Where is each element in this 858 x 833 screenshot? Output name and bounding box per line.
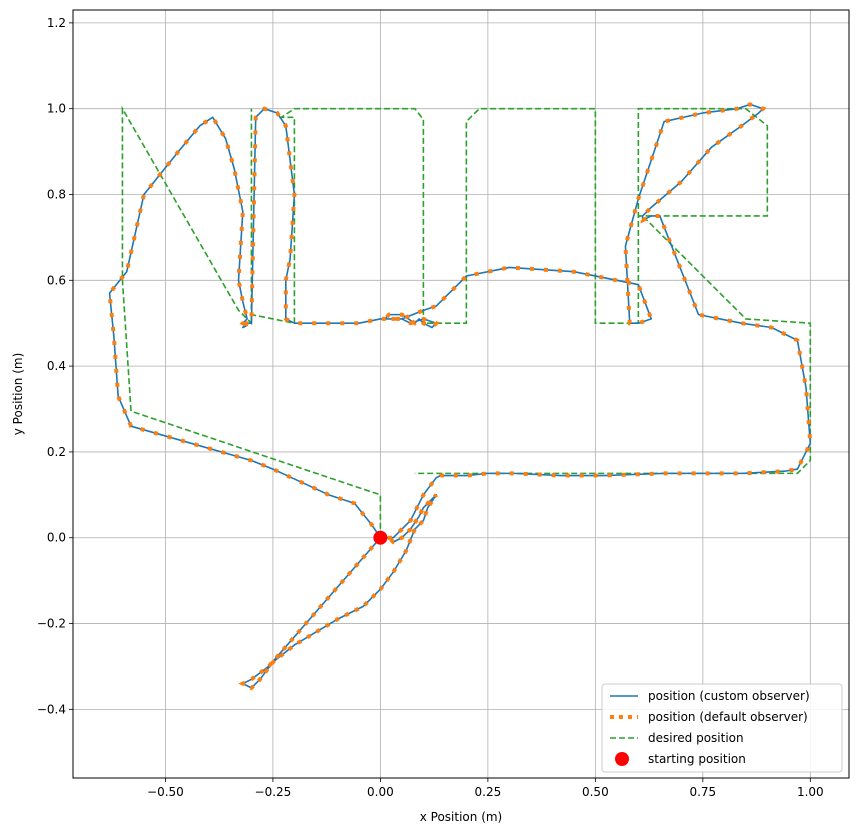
legend: position (custom observer) position (def… [601,683,843,773]
y-tick-label: 0.4 [47,359,66,373]
legend-label: position (default observer) [648,710,808,724]
legend-label: starting position [648,752,746,766]
starting-position-series [373,530,388,545]
default-observer-line [107,102,813,540]
x-tick-label: 0.00 [367,785,394,799]
y-axis-label: y Position (m) [11,353,25,436]
y-tick-label: 1.0 [47,102,66,116]
x-axis-label: x Position (m) [420,810,503,824]
legend-item-start: starting position [615,752,746,766]
plot-area-frame [72,9,850,779]
x-tick-label: −0.50 [147,785,184,799]
legend-box [601,683,843,773]
y-tick-label: 0.8 [47,187,66,201]
x-tick-label: 0.75 [689,785,716,799]
default-observer-series [107,102,813,691]
legend-item-desired: desired position [610,731,744,745]
legend-swatch-marker [615,752,629,766]
y-tick-label: 1.2 [47,16,66,30]
x-axis-ticks: −0.50 −0.25 0.00 0.25 0.50 0.75 1.00 [147,778,824,799]
legend-item-custom: position (custom observer) [610,689,810,703]
default-observer-line [238,493,438,691]
y-tick-label: 0.2 [47,445,66,459]
grid [73,10,849,778]
legend-item-default: position (default observer) [610,710,808,724]
x-tick-label: 1.00 [797,785,824,799]
x-tick-label: −0.25 [255,785,292,799]
y-tick-label: 0.0 [47,531,66,545]
legend-label: position (custom observer) [648,689,810,703]
x-tick-label: 0.50 [582,785,609,799]
starting-position-marker [373,530,388,545]
y-tick-label: −0.4 [37,702,66,716]
x-tick-label: 0.25 [475,785,502,799]
legend-label: desired position [648,731,744,745]
y-tick-label: 0.6 [47,273,66,287]
y-axis-ticks: −0.4 −0.2 0.0 0.2 0.4 0.6 0.8 1.0 1.2 [37,16,73,716]
y-tick-label: −0.2 [37,617,66,631]
